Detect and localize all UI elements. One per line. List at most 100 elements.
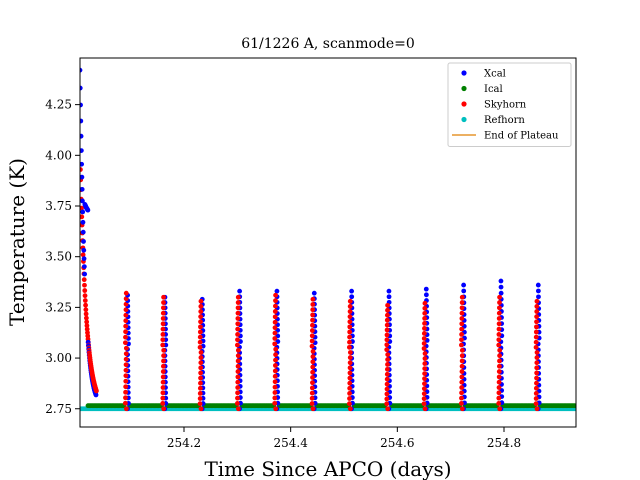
xcal-point [81,264,87,269]
skyhorn-point [422,321,427,326]
skyhorn-point [310,296,316,302]
skyhorn-point [533,344,539,350]
skyhorn-point [272,303,278,309]
skyhorn-point [160,363,166,369]
skyhorn-point [198,380,203,386]
skyhorn-point [422,300,428,306]
skyhorn-point [160,321,166,327]
skyhorn-point [198,375,203,381]
skyhorn-point [384,327,390,333]
xcal-point [80,133,84,139]
skyhorn-point [272,390,278,395]
skyhorn-point [123,290,129,296]
skyhorn-point [272,314,278,320]
skyhorn-point [497,300,502,305]
skyhorn-point [422,326,427,331]
skyhorn-point [459,310,465,316]
skyhorn-point [459,385,465,390]
skyhorn-point [160,310,166,316]
skyhorn-point [310,406,316,412]
skyhorn-point [160,390,166,396]
y-tick-label: 3.25 [45,300,72,314]
skyhorn-point [458,342,464,348]
skyhorn-point [310,302,316,307]
x-axis: 254.2 254.4 254.6 254.8 [167,427,521,450]
skyhorn-point [496,374,502,380]
skyhorn-point [160,379,166,385]
xcal-point [80,174,85,180]
skyhorn-point [235,310,241,316]
skyhorn-point [235,294,241,300]
skyhorn-point [309,385,315,391]
xcal-point [311,290,317,296]
xcal-point [386,288,392,294]
skyhorn-point [347,355,353,360]
skyhorn-point [198,406,204,412]
skyhorn-point [235,305,241,311]
skyhorn-point [384,342,390,348]
skyhorn-point [384,396,390,402]
skyhorn-point [347,334,352,340]
skyhorn-point [235,347,241,353]
legend-label: Ical [484,84,503,95]
skyhorn-point [123,362,129,368]
skyhorn-point [459,305,465,311]
skyhorn-point [347,360,353,366]
skyhorn-point [273,357,278,363]
skyhorn-point [235,406,241,412]
skyhorn-point [422,356,428,361]
skyhorn-point [310,359,316,365]
skyhorn-point [496,337,502,343]
skyhorn-point [533,396,539,401]
skyhorn-point [82,282,87,288]
skyhorn-point [198,355,204,360]
skyhorn-point [235,385,241,390]
skyhorn-point [459,300,465,305]
legend-label: Xcal [484,69,506,80]
skyhorn-point [347,329,353,335]
skyhorn-point [81,277,87,283]
skyhorn-point [497,347,503,353]
skyhorn-point [235,300,241,305]
xcal-point [461,282,467,288]
skyhorn-point [273,346,279,352]
skyhorn-point [122,340,128,346]
skyhorn-point [384,366,390,372]
skyhorn-point [161,353,166,359]
skyhorn-point [83,311,89,317]
plot-area [80,67,576,412]
skyhorn-point [496,369,502,374]
skyhorn-point [347,380,353,386]
skyhorn-point [272,395,278,401]
skyhorn-point [533,385,539,391]
skyhorn-point [422,305,428,311]
xcal-point [349,294,355,300]
skyhorn-point [422,351,428,356]
xcal-point [498,278,504,284]
skyhorn-point [197,396,203,401]
skyhorn-point [310,322,315,328]
skyhorn-point [496,326,502,332]
legend-box [447,62,572,147]
skyhorn-point [347,370,353,376]
skyhorn-point [80,205,84,211]
skyhorn-point [198,365,204,371]
skyhorn-point [534,380,539,386]
skyhorn-point [347,298,353,304]
skyhorn-point [458,401,464,406]
skyhorn-point [197,401,203,407]
skyhorn-point [384,322,390,328]
skyhorn-point [496,363,502,369]
skyhorn-point [235,369,241,374]
skyhorn-point [496,395,502,401]
y-tick-label: 3.00 [45,351,72,365]
skyhorn-point [496,342,502,348]
skyhorn-point [272,384,278,390]
skyhorn-point [310,307,316,313]
skyhorn-point [421,336,427,341]
skyhorn-point [309,338,315,344]
skyhorn-point [421,401,427,407]
skyhorn-point [421,346,427,351]
xcal-point [349,288,355,294]
xcal-point [498,290,504,296]
